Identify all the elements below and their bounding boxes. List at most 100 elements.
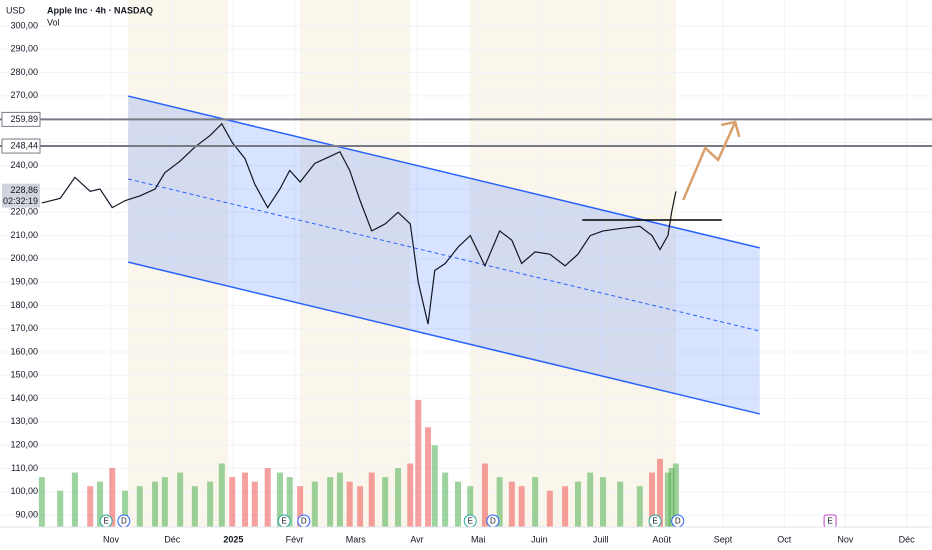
volume-bar xyxy=(532,477,539,527)
volume-bar xyxy=(251,481,258,527)
event-label: D xyxy=(675,517,681,526)
volume-bar xyxy=(357,486,364,527)
volume-bar xyxy=(264,468,271,527)
volume-legend: Vol xyxy=(47,17,60,27)
x-tick-label: Nov xyxy=(837,534,854,544)
x-tick-label: Févr xyxy=(286,534,304,544)
volume-bar xyxy=(649,472,656,527)
volume-bar xyxy=(562,486,569,527)
level-label: 259,89 xyxy=(10,114,38,124)
volume-bar xyxy=(668,468,675,527)
volume-bar xyxy=(327,477,334,527)
channel-lower xyxy=(127,261,760,415)
event-label: D xyxy=(490,517,496,526)
y-tick-label: 220,00 xyxy=(10,207,38,217)
level-label: 248,44 xyxy=(10,140,38,150)
volume-bar xyxy=(57,490,64,527)
session-shade xyxy=(470,0,676,527)
volume-bar xyxy=(600,477,607,527)
x-tick-label: Nov xyxy=(103,534,120,544)
volume-bar xyxy=(382,477,389,527)
channel-middle xyxy=(128,178,760,332)
volume-bar xyxy=(207,481,214,527)
event-label: E xyxy=(827,517,832,526)
volume-bar xyxy=(346,481,353,527)
volume-bar xyxy=(587,472,594,527)
y-tick-label: 110,00 xyxy=(11,463,38,473)
level-tag xyxy=(1,111,41,127)
volume-bar xyxy=(109,468,116,527)
volume-bar xyxy=(415,400,422,527)
y-tick-label: 170,00 xyxy=(10,323,38,333)
y-tick-label: 140,00 xyxy=(10,393,38,403)
volume-bar xyxy=(481,463,488,527)
volume-bar xyxy=(218,463,225,527)
y-tick-label: 210,00 xyxy=(10,230,38,240)
currency: USD xyxy=(6,5,26,15)
volume-bar xyxy=(518,486,525,527)
y-tick-label: 190,00 xyxy=(10,277,38,287)
volume-bar xyxy=(177,472,184,527)
event-label: E xyxy=(103,517,108,526)
session-shade xyxy=(300,0,410,527)
event-label: D xyxy=(301,517,307,526)
price-line xyxy=(41,122,677,325)
y-tick-label: 290,00 xyxy=(10,44,38,54)
projection-arrow xyxy=(682,121,737,201)
x-tick-label: Juill xyxy=(593,534,609,544)
y-tick-label: 150,00 xyxy=(10,370,38,380)
volume-bar xyxy=(87,486,94,527)
x-tick-label: Août xyxy=(653,534,672,544)
last-price-label: 228,86 xyxy=(10,185,38,195)
y-tick-label: 130,00 xyxy=(10,416,38,426)
y-tick-label: 120,00 xyxy=(10,440,38,450)
session-shade xyxy=(128,0,228,527)
volume-bar xyxy=(664,472,671,527)
y-tick-label: 160,00 xyxy=(10,346,38,356)
y-tick-label: 240,00 xyxy=(10,160,38,170)
arrow-head xyxy=(720,120,741,138)
y-tick-label: 270,00 xyxy=(10,90,38,100)
x-axis-bg xyxy=(0,527,932,550)
volume-bar xyxy=(442,472,449,527)
x-tick-label: Juin xyxy=(531,534,548,544)
volume-bar xyxy=(71,472,78,527)
volume-bar xyxy=(425,427,432,527)
volume-bar xyxy=(336,472,343,527)
volume-bar xyxy=(407,463,414,527)
y-tick-label: 280,00 xyxy=(10,67,38,77)
volume-bar xyxy=(368,472,375,527)
x-tick-label: Mai xyxy=(471,534,486,544)
volume-bar xyxy=(395,468,402,527)
x-tick-label: Déc xyxy=(899,534,916,544)
volume-bar xyxy=(546,490,553,527)
volume-bar xyxy=(136,486,143,527)
volume-bar xyxy=(229,477,236,527)
last-price-tag xyxy=(2,183,40,208)
x-tick-label: Avr xyxy=(410,534,423,544)
countdown: 02:32:19 xyxy=(3,196,38,206)
x-tick-label: Mars xyxy=(346,534,366,544)
volume-bar xyxy=(574,481,581,527)
volume-bar xyxy=(496,477,503,527)
volume-bar xyxy=(455,481,462,527)
volume-bar xyxy=(297,486,304,527)
x-tick-label: Oct xyxy=(777,534,792,544)
x-tick-label: Sept xyxy=(714,534,733,544)
volume-bar xyxy=(431,445,438,527)
event-label: E xyxy=(652,517,657,526)
volume-bar xyxy=(467,486,474,527)
volume-bar xyxy=(96,481,103,527)
volume-bar xyxy=(656,458,663,527)
event-label: E xyxy=(468,517,473,526)
channel-upper xyxy=(127,95,760,249)
y-tick-label: 100,00 xyxy=(10,486,38,496)
y-tick-label: 300,00 xyxy=(10,20,38,30)
volume-bar xyxy=(636,486,643,527)
volume-bar xyxy=(38,477,45,527)
volume-bar xyxy=(191,486,198,527)
volume-bar xyxy=(122,490,129,527)
